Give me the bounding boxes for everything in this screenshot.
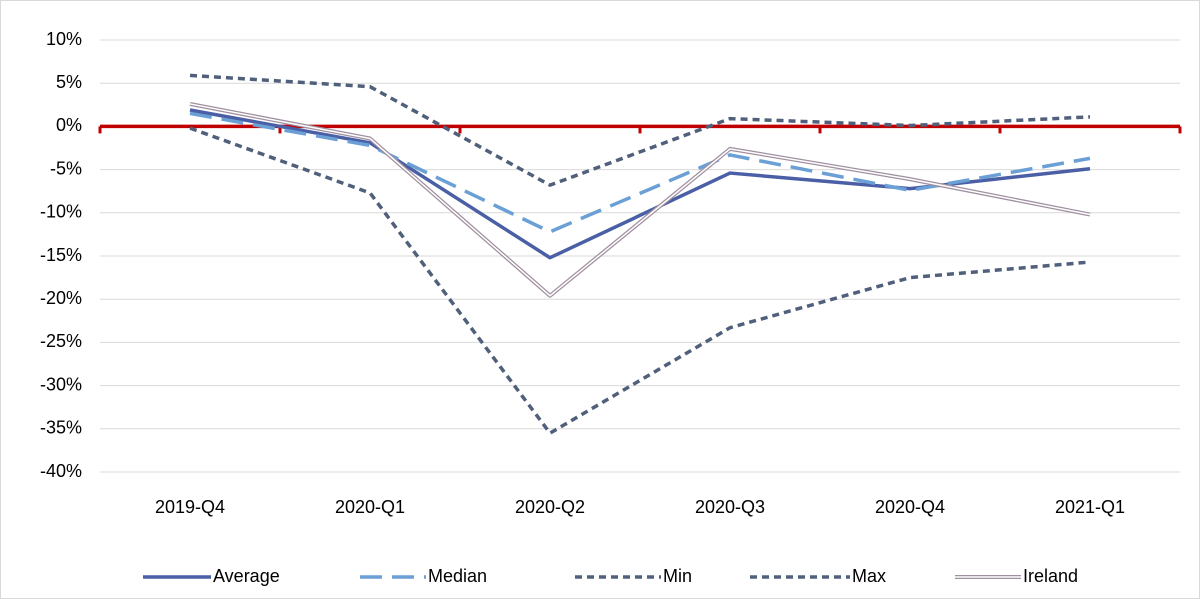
x-tick-label: 2020-Q2 bbox=[515, 497, 585, 517]
x-tick-label: 2021-Q1 bbox=[1055, 497, 1125, 517]
y-tick-label: -30% bbox=[40, 374, 82, 394]
x-tick-label: 2020-Q3 bbox=[695, 497, 765, 517]
y-tick-label: -10% bbox=[40, 202, 82, 222]
x-tick-label: 2020-Q4 bbox=[875, 497, 945, 517]
y-tick-label: -25% bbox=[40, 331, 82, 351]
y-tick-label: 10% bbox=[46, 29, 82, 49]
legend-label: Ireland bbox=[1023, 566, 1078, 586]
y-tick-label: -35% bbox=[40, 418, 82, 438]
x-tick-label: 2019-Q4 bbox=[155, 497, 225, 517]
legend-label: Max bbox=[852, 566, 886, 586]
y-tick-label: -15% bbox=[40, 245, 82, 265]
y-tick-label: 0% bbox=[56, 115, 82, 135]
x-tick-label: 2020-Q1 bbox=[335, 497, 405, 517]
y-tick-label: -20% bbox=[40, 288, 82, 308]
legend-label: Median bbox=[428, 566, 487, 586]
series-line-inner bbox=[189, 103, 1091, 297]
y-tick-label: -5% bbox=[50, 158, 82, 178]
y-tick-label: 5% bbox=[56, 72, 82, 92]
legend-label: Min bbox=[663, 566, 692, 586]
legend-label: Average bbox=[213, 566, 280, 586]
series-line bbox=[189, 73, 1091, 187]
series-line bbox=[189, 126, 1091, 435]
series-line bbox=[189, 111, 1091, 234]
y-tick-label: -40% bbox=[40, 461, 82, 481]
